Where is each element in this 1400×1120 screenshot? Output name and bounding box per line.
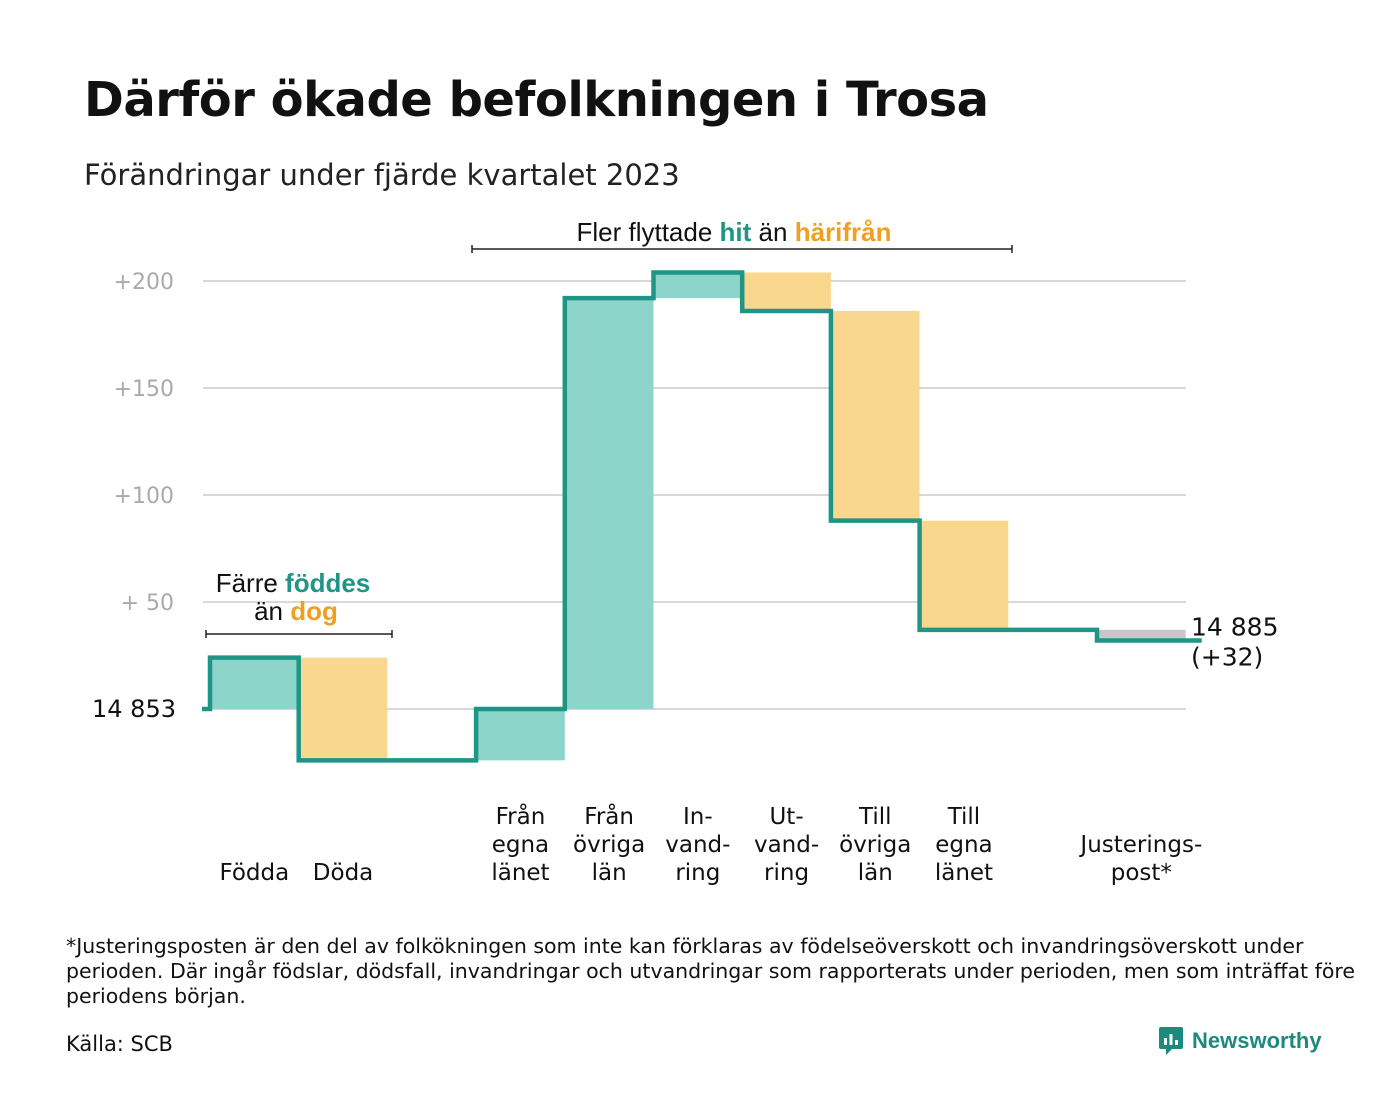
start-value-label: 14 853 [92, 695, 176, 723]
y-tick-label: + 50 [121, 591, 174, 616]
chart-bubble-icon [1159, 1027, 1183, 1055]
y-tick-label: +200 [114, 270, 174, 295]
brand-name: Newsworthy [1192, 1028, 1322, 1053]
x-category-label: län [858, 860, 893, 886]
x-category-label: Döda [313, 860, 373, 886]
x-category-label: In- [683, 804, 713, 830]
x-category-label: Ut- [769, 804, 803, 830]
chart-subtitle: Förändringar under fjärde kvartalet 2023 [84, 158, 680, 192]
waterfall-chart: +200 +150 +100 + 50 14 853 14 885(+32) Födda Dö… [92, 217, 1278, 886]
x-category-label: länet [491, 860, 549, 886]
chart-title: Därför ökade befolkningen i Trosa [84, 72, 989, 128]
annotation-births-line1: Färre föddes [216, 568, 371, 598]
x-category-label: Från [584, 802, 634, 830]
footnote: *Justeringsposten är den del av folkökni… [66, 934, 1355, 1008]
x-category-label: egna [935, 832, 992, 858]
waterfall-bar [1097, 629, 1186, 641]
x-category-label: ring [764, 860, 809, 886]
end-change-label: (+32) [1191, 643, 1263, 672]
x-category-label: Födda [219, 860, 289, 886]
waterfall-bar [298, 657, 388, 761]
waterfall-bar [476, 709, 565, 761]
x-category-label: övriga [573, 832, 645, 858]
cumulative-step-line [202, 270, 1202, 763]
x-category-label: län [592, 860, 627, 886]
y-tick-label: +100 [114, 484, 174, 509]
x-category-label: ring [675, 860, 720, 886]
waterfall-bar [564, 298, 654, 709]
source-label: Källa: SCB [66, 1032, 173, 1056]
x-category-label: Justerings- [1078, 832, 1202, 858]
waterfall-bar [830, 310, 920, 521]
waterfall-bar [210, 657, 299, 709]
brand-logo: Newsworthy [1158, 1026, 1322, 1056]
x-category-label: Från [496, 802, 546, 830]
waterfall-bar [742, 272, 831, 311]
x-category-label: Till [947, 804, 981, 830]
waterfall-bar [919, 520, 1009, 630]
x-category-label: länet [935, 860, 993, 886]
waterfall-bar [653, 272, 743, 299]
x-category-label: egna [492, 832, 549, 858]
x-category-label: vand- [754, 832, 819, 858]
annotation-moves: Fler flyttade hit än härifrån [576, 217, 891, 247]
x-category-label: vand- [665, 832, 730, 858]
x-category-label: övriga [839, 832, 911, 858]
y-tick-label: +150 [114, 377, 174, 402]
end-value-label: 14 885 [1191, 613, 1278, 642]
x-category-label: Till [858, 804, 892, 830]
x-category-label: post* [1111, 860, 1172, 886]
annotation-births-line2: än dog [254, 596, 338, 626]
